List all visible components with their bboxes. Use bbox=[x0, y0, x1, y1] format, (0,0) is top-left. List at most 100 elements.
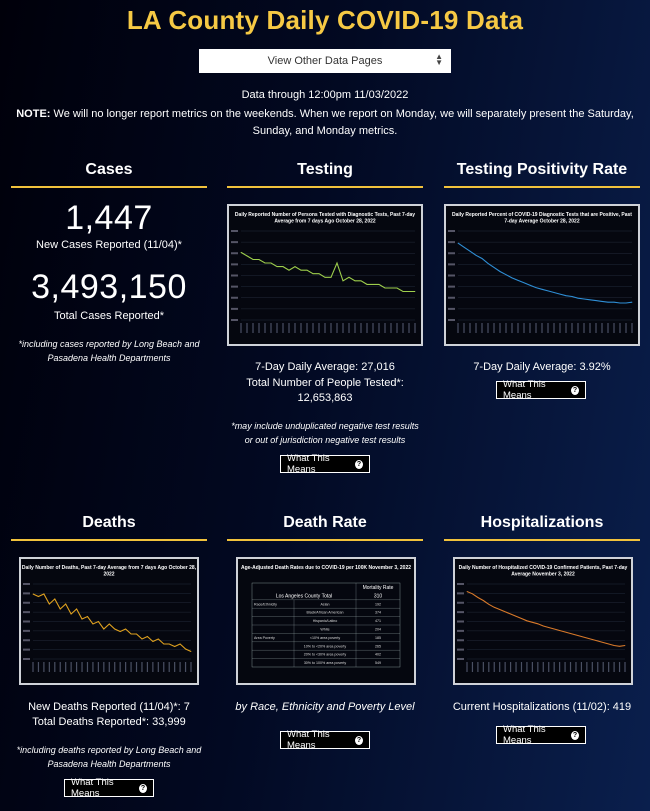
y-tick-label bbox=[457, 601, 464, 604]
x-tick-label bbox=[565, 323, 567, 333]
note-label: NOTE: bbox=[16, 108, 51, 120]
button-label: What This Means bbox=[71, 777, 114, 799]
death-rate-table-chart: Age-Adjusted Death Rates due to COVID-19… bbox=[236, 557, 416, 685]
x-tick-label bbox=[258, 323, 260, 333]
data-point bbox=[141, 638, 143, 640]
y-tick-label bbox=[448, 296, 455, 299]
x-tick-label bbox=[190, 662, 192, 672]
chart-title-line: 2022 bbox=[103, 572, 114, 578]
x-tick-label bbox=[499, 323, 501, 333]
x-tick-label bbox=[414, 323, 416, 333]
x-tick-label bbox=[246, 323, 248, 333]
death-rate-what-this-means-button[interactable]: What This Means? bbox=[280, 729, 370, 751]
y-tick-label bbox=[231, 296, 238, 299]
data-point bbox=[624, 645, 626, 646]
y-tick-label bbox=[231, 274, 238, 277]
data-point bbox=[631, 301, 633, 303]
x-tick-label bbox=[157, 662, 159, 672]
data-point bbox=[92, 623, 94, 625]
data-pages-select[interactable]: View Other Data Pages ▲ ▼ bbox=[199, 49, 451, 73]
data-point bbox=[493, 606, 495, 608]
y-tick-label bbox=[231, 230, 238, 232]
table-total-label: Los Angeles County Total bbox=[276, 593, 332, 599]
button-label: What This Means bbox=[503, 724, 546, 746]
x-tick-label bbox=[354, 323, 356, 333]
x-tick-label bbox=[86, 662, 89, 672]
data-point bbox=[466, 591, 468, 592]
positivity-chart: Daily Reported Percent of COVID-19 Diagn… bbox=[444, 204, 640, 346]
data-point bbox=[564, 631, 566, 633]
data-point bbox=[147, 636, 148, 637]
data-point bbox=[185, 648, 186, 650]
series-line bbox=[32, 593, 192, 652]
y-tick-label bbox=[231, 263, 238, 266]
x-tick-label bbox=[469, 323, 471, 333]
table-category-cell: <10% area poverty bbox=[310, 636, 340, 640]
table-group-cell: Area Poverty bbox=[254, 636, 275, 640]
y-tick-label bbox=[231, 285, 238, 288]
cases-title: Cases bbox=[85, 161, 133, 178]
testing-what-this-means-button[interactable]: What This Means? bbox=[280, 453, 370, 475]
x-tick-label bbox=[270, 323, 272, 333]
data-point bbox=[54, 598, 56, 600]
x-tick-label bbox=[548, 662, 550, 672]
y-tick-label bbox=[457, 620, 464, 623]
data-point bbox=[108, 623, 110, 625]
testing-total-value: 12,653,863 bbox=[297, 392, 353, 404]
x-tick-label bbox=[504, 662, 506, 672]
x-tick-label bbox=[553, 323, 555, 333]
data-point bbox=[378, 284, 380, 285]
data-point bbox=[559, 630, 561, 631]
deaths-footnote: *including deaths reported by Long Beach… bbox=[16, 745, 202, 769]
data-point bbox=[174, 646, 176, 647]
note-text: We will no longer report metrics on the … bbox=[50, 108, 634, 137]
series-line bbox=[457, 242, 633, 304]
table-value-cell: 402 bbox=[375, 653, 381, 657]
x-tick-label bbox=[92, 662, 94, 672]
table-category-cell: Hispanic/Latino bbox=[313, 619, 338, 623]
table-value-cell: 204 bbox=[375, 628, 381, 632]
deaths-what-this-means-button[interactable]: What This Means? bbox=[64, 777, 154, 799]
x-tick-label bbox=[541, 323, 543, 333]
question-icon: ? bbox=[139, 783, 147, 793]
positivity-divider bbox=[444, 186, 640, 188]
data-point bbox=[475, 254, 477, 256]
data-point bbox=[300, 269, 302, 271]
hospitalizations-what-this-means-button[interactable]: What This Means? bbox=[496, 724, 586, 746]
data-point bbox=[103, 628, 105, 630]
y-tick-label bbox=[231, 241, 238, 244]
y-tick-label bbox=[231, 252, 238, 255]
x-tick-label bbox=[559, 323, 561, 333]
x-tick-label bbox=[515, 662, 517, 672]
table-column-header: Mortality Rate bbox=[363, 585, 394, 591]
deaths-title: Deaths bbox=[82, 514, 136, 531]
data-point bbox=[294, 266, 296, 267]
data-point bbox=[477, 597, 479, 598]
x-tick-label bbox=[179, 662, 181, 672]
series-line bbox=[240, 251, 415, 293]
data-point bbox=[510, 613, 511, 615]
data-point bbox=[348, 276, 350, 278]
deaths-divider bbox=[11, 539, 207, 541]
x-tick-label bbox=[288, 323, 290, 333]
data-point bbox=[70, 613, 72, 615]
data-point bbox=[306, 269, 308, 271]
data-point bbox=[240, 251, 242, 253]
table-total-value: 310 bbox=[374, 593, 383, 599]
question-icon: ? bbox=[355, 459, 363, 469]
x-tick-label bbox=[32, 662, 34, 672]
x-tick-label bbox=[613, 662, 615, 672]
table-value-cell: 471 bbox=[375, 619, 381, 623]
hospitalizations-label: Current Hospitalizations (11/02): 419 bbox=[452, 701, 632, 713]
data-point bbox=[252, 259, 254, 260]
x-tick-label bbox=[75, 662, 78, 672]
x-tick-label bbox=[586, 662, 588, 672]
chart-title-line: Average from 7 days Ago October 28, 2022 bbox=[274, 219, 376, 225]
question-icon: ? bbox=[571, 385, 579, 395]
data-point bbox=[65, 603, 67, 605]
data-point bbox=[581, 636, 582, 637]
y-tick-label bbox=[23, 639, 30, 642]
chart-title-line: Daily Number of Hospitalized COVID-19 Co… bbox=[459, 565, 628, 571]
positivity-what-this-means-button[interactable]: What This Means? bbox=[496, 379, 586, 401]
data-point bbox=[570, 633, 571, 634]
